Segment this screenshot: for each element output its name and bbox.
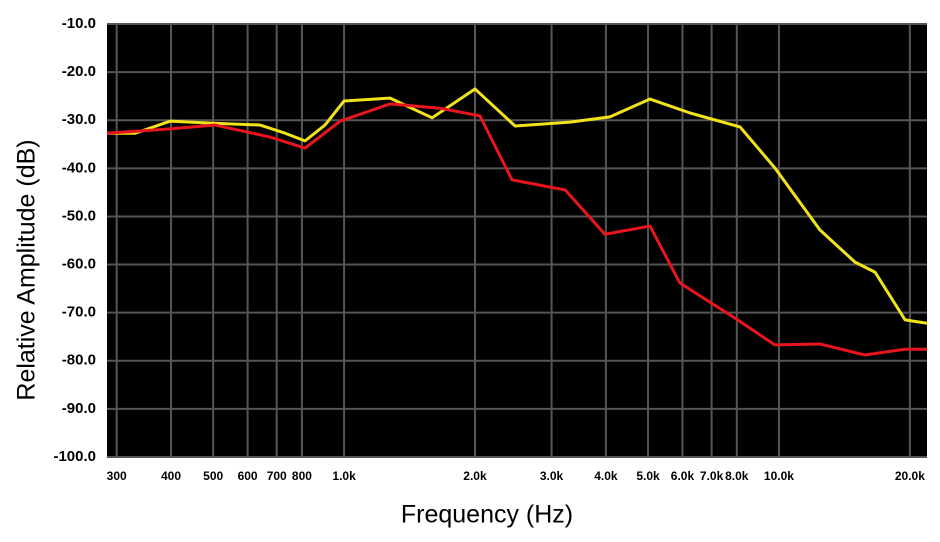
x-tick-label: 6.0k — [671, 469, 695, 483]
x-tick-label: 4.0k — [594, 469, 618, 483]
y-tick-label: -20.0 — [62, 63, 96, 80]
x-tick-label: 700 — [267, 469, 287, 483]
y-tick-label: -100.0 — [53, 448, 96, 465]
y-tick-label: -10.0 — [62, 15, 96, 32]
line-series — [107, 87, 928, 325]
y-tick-label: -30.0 — [62, 111, 96, 128]
y-tick-label: -70.0 — [62, 304, 96, 321]
x-tick-label: 8.0k — [725, 469, 749, 483]
x-tick-label: 2.0k — [463, 469, 487, 483]
y-tick-label: -40.0 — [62, 159, 96, 176]
y-tick-label: -60.0 — [62, 256, 96, 273]
y-tick-label: -50.0 — [62, 207, 96, 224]
x-tick-label: 7.0k — [700, 469, 724, 483]
x-tick-label: 1.0k — [332, 469, 356, 483]
x-tick-label: 3.0k — [540, 469, 564, 483]
y-tick-label: -80.0 — [62, 352, 96, 369]
x-tick-label: 20.0k — [895, 469, 925, 483]
x-tick-label: 10.0k — [764, 469, 794, 483]
x-tick-label: 5.0k — [636, 469, 660, 483]
y-tick-label: -90.0 — [62, 400, 96, 417]
x-tick-label: 300 — [107, 469, 127, 483]
x-tick-label: 800 — [292, 469, 312, 483]
plot-area — [107, 24, 927, 457]
x-tick-label: 600 — [238, 469, 258, 483]
x-tick-label: 500 — [203, 469, 223, 483]
x-tick-label: 400 — [161, 469, 181, 483]
x-axis-label: Frequency (Hz) — [401, 501, 573, 529]
y-axis-label: Relative Amplitude (dB) — [13, 139, 41, 400]
line-series — [106, 102, 927, 357]
